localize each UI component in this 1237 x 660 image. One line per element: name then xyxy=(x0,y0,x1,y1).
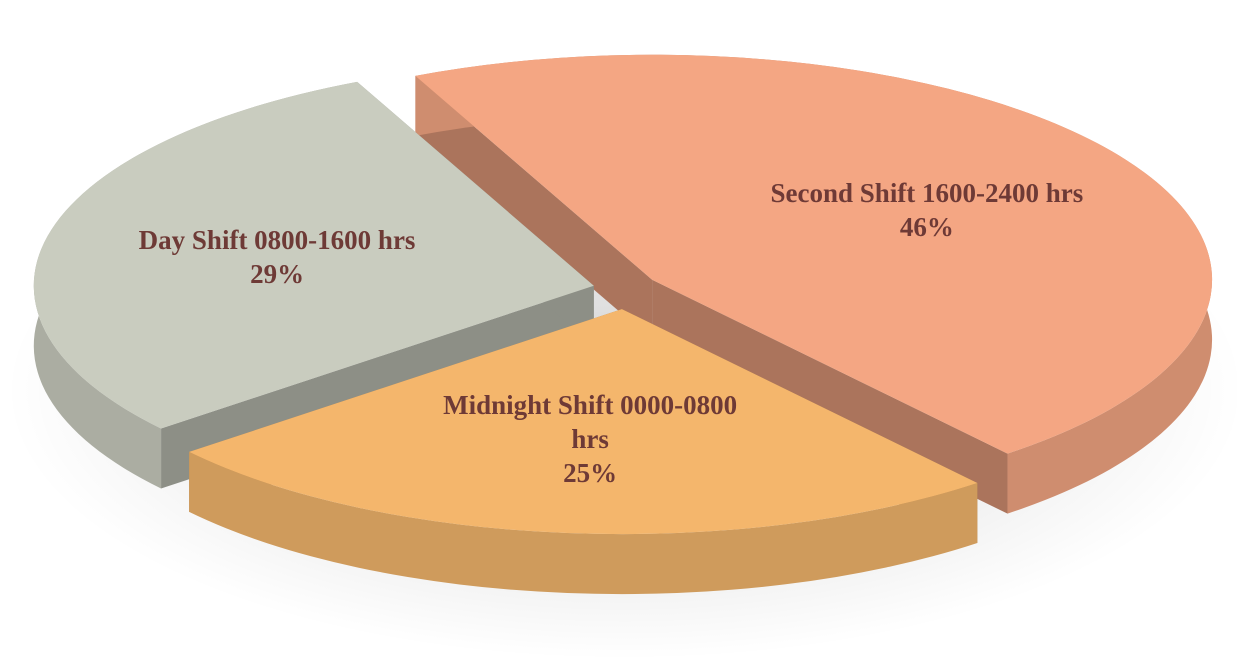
category-label: Second Shift 1600-2400 hrs xyxy=(770,178,1084,209)
slice xyxy=(189,309,978,535)
value-label: 46% xyxy=(899,212,954,243)
category-label: Day Shift 0800-1600 hrs xyxy=(138,224,416,255)
slice xyxy=(33,81,594,429)
data-label: Day Shift 0800-1600 hrs 29% xyxy=(117,223,437,291)
slice-side xyxy=(415,75,653,340)
slice-wall xyxy=(189,451,978,595)
slice xyxy=(415,54,1213,454)
data-label: Midnight Shift 0000-0800 hrs 25% xyxy=(440,388,740,490)
category-label: Midnight Shift 0000-0800 hrs xyxy=(443,389,738,454)
data-label: Second Shift 1600-2400 hrs 46% xyxy=(747,176,1107,244)
value-label: 25% xyxy=(563,457,618,488)
value-label: 29% xyxy=(250,258,305,289)
